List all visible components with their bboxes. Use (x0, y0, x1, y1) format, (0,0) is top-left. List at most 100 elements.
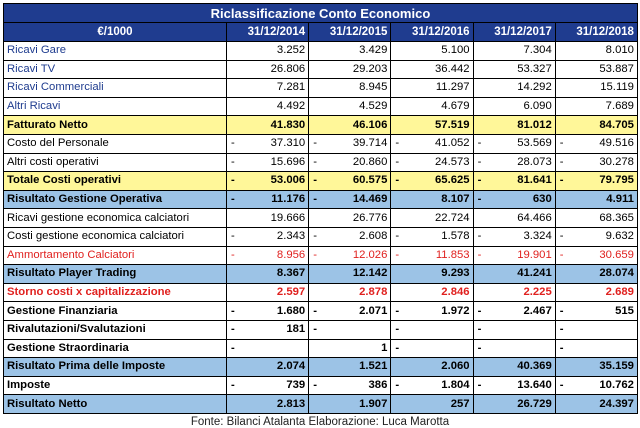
negative-sign (394, 191, 395, 208)
negative-sign (312, 117, 313, 134)
row-label: Ricavi Gare (3, 41, 227, 61)
value-cell: - 49.516 (554, 133, 638, 154)
value-cell: 5.100 (390, 41, 474, 61)
value-cell: 2.225 (472, 282, 556, 303)
cell-value: 2.846 (441, 286, 470, 299)
negative-sign (312, 80, 313, 97)
table-row: Costi gestione economica calciatori -2.34… (3, 226, 638, 247)
row-label: Ricavi TV (3, 59, 227, 80)
value-cell: 40.369 (472, 357, 556, 377)
value-cell: 22.724 (390, 208, 474, 228)
negative-sign (230, 284, 231, 301)
cell-value: 1.907 (359, 397, 388, 410)
cell-value: 2.597 (276, 286, 306, 299)
value-cell: - (554, 338, 638, 359)
row-label: Risultato Gestione Operativa (3, 189, 227, 210)
negative-sign (230, 61, 231, 78)
cell-value: 739 (286, 378, 306, 391)
cell-value: 65.625 (435, 174, 470, 187)
cell-value: 8.010 (605, 44, 634, 57)
cell-value: 7.281 (276, 81, 306, 94)
cell-value: 28.074 (599, 267, 634, 280)
value-cell: 29.203 (308, 59, 392, 80)
table-row: Fatturato Netto 41.830 46.106 57.519 81.012 8… (3, 115, 638, 135)
row-label: Risultato Prima delle Imposte (3, 357, 227, 377)
cell-value: 3.324 (523, 230, 552, 243)
negative-sign: - (313, 230, 317, 243)
cell-value: 46.106 (352, 118, 388, 131)
cell-value: 9.632 (605, 230, 634, 243)
cell-value: 6.090 (523, 100, 552, 113)
negative-sign (559, 98, 560, 115)
value-cell: 2.846 (390, 282, 474, 303)
value-cell: - 13.640 (472, 375, 556, 396)
negative-sign (394, 210, 395, 227)
table-row: Ricavi gestione economica calciatori 19.6… (3, 208, 638, 228)
negative-sign: - (559, 155, 564, 168)
negative-sign: - (231, 248, 235, 261)
negative-sign (312, 396, 313, 413)
negative-sign (394, 284, 395, 301)
negative-sign (312, 98, 313, 115)
negative-sign (559, 42, 560, 59)
cell-value: 39.714 (352, 137, 388, 150)
value-cell: - 15.696 (225, 152, 310, 173)
value-cell: 8.107 (390, 189, 474, 210)
table-row: Altri costi operativi -15.696-20.860-24.5… (3, 152, 638, 173)
value-cell: 7.689 (554, 96, 638, 117)
cell-value: 19.666 (270, 211, 306, 224)
cell-value: 11.853 (435, 248, 470, 261)
income-statement: Riclassificazione Conto Economico €/1000… (3, 3, 638, 428)
value-cell: 35.159 (554, 357, 638, 377)
negative-sign (477, 266, 478, 283)
row-label: Altri costi operativi (3, 152, 227, 173)
negative-sign (477, 42, 478, 59)
value-cell: 24.397 (554, 394, 638, 414)
negative-sign (230, 359, 231, 376)
cell-value: 2.343 (276, 230, 306, 243)
table-row: Risultato Netto 2.813 1.907 257 26.729 24.397 (3, 394, 638, 414)
year-header: 31/12/2017 (472, 22, 556, 42)
value-cell: 2.689 (554, 282, 638, 303)
row-label: Altri Ricavi (3, 96, 227, 117)
value-cell: - 79.795 (554, 171, 638, 191)
cell-value: 22.724 (435, 211, 470, 224)
value-cell: 2.878 (308, 282, 392, 303)
negative-sign (394, 117, 395, 134)
negative-sign (477, 98, 478, 115)
value-cell: 6.090 (472, 96, 556, 117)
negative-sign: - (559, 341, 564, 354)
cell-value: 1.578 (441, 230, 470, 243)
negative-sign (559, 191, 560, 208)
cell-value: 2.689 (605, 286, 634, 299)
value-cell: - 30.278 (554, 152, 638, 173)
cell-value: 181 (286, 323, 306, 336)
cell-value: 26.729 (517, 397, 552, 410)
row-label: Ammortamento Calciatori (3, 245, 227, 266)
value-cell: 4.679 (390, 96, 474, 117)
cell-value: 41.052 (435, 137, 470, 150)
negative-sign: - (559, 248, 564, 261)
negative-sign (230, 396, 231, 413)
negative-sign: - (395, 174, 400, 187)
cell-value: 84.705 (599, 118, 634, 131)
value-cell: 28.074 (554, 264, 638, 284)
cell-value: 3.252 (276, 44, 306, 57)
negative-sign (312, 42, 313, 59)
table-row: Ammortamento Calciatori -8.956-12.026-11.… (3, 245, 638, 266)
value-cell: - 1.972 (390, 301, 474, 321)
negative-sign: - (395, 137, 400, 150)
negative-sign (312, 359, 313, 376)
cell-value: 41.241 (517, 267, 552, 280)
value-cell: 46.106 (308, 115, 392, 135)
year-header: 31/12/2014 (225, 22, 310, 42)
cell-value: 2.813 (276, 397, 306, 410)
cell-value: 30.278 (599, 155, 634, 168)
row-label: Storno costi x capitalizzazione (3, 282, 227, 303)
negative-sign: - (477, 137, 482, 150)
cell-value: 30.659 (599, 248, 634, 261)
table-row: Gestione Finanziaria -1.680-2.071-1.972-2… (3, 301, 638, 321)
source-note: Fonte: Bilanci Atalanta Elaborazione: Lu… (190, 415, 450, 428)
negative-sign: - (395, 155, 400, 168)
negative-sign (394, 61, 395, 78)
